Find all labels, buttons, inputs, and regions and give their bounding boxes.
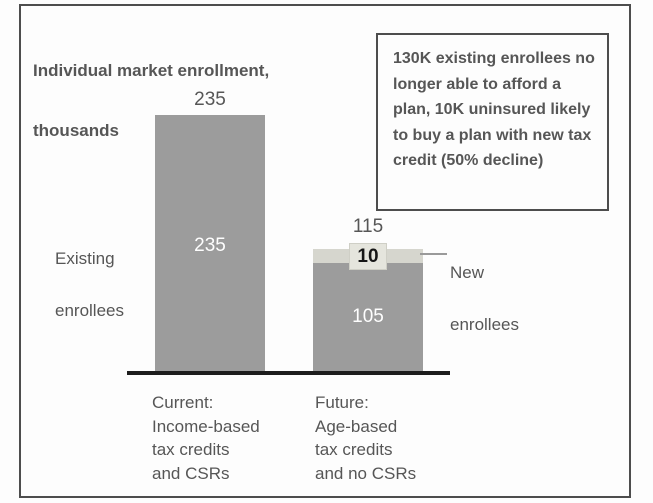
category-current-line1: Current: xyxy=(152,393,214,412)
existing-enrollees-label-line1: Existing xyxy=(55,249,115,268)
bar-future-existing-label: 105 xyxy=(352,306,384,327)
category-current-line4: and CSRs xyxy=(152,463,230,483)
chart-title: Individual market enrollment, thousands xyxy=(33,26,269,146)
x-axis-line xyxy=(127,371,450,375)
category-future-line1: Future: xyxy=(315,393,369,412)
category-current-line2: Income-based xyxy=(152,416,260,436)
bar-current-existing-label: 235 xyxy=(194,235,226,256)
bar-future-existing xyxy=(313,263,423,373)
bar-future-total-label: 115 xyxy=(352,216,384,237)
existing-enrollees-label: Existing enrollees xyxy=(55,220,124,324)
new-enrollees-connector-line xyxy=(420,253,447,255)
bar-current-existing xyxy=(155,115,265,373)
chart-title-line2: thousands xyxy=(33,121,119,140)
category-label-current: Current: Income-based tax credits and CS… xyxy=(152,391,260,485)
new-enrollees-label-line2: enrollees xyxy=(450,315,519,334)
bar-future-new-label-wrap: 10 xyxy=(313,243,423,270)
category-future-line2: Age-based xyxy=(315,416,398,436)
new-enrollees-label-line1: New xyxy=(450,263,485,282)
category-future-line3: tax credits xyxy=(315,440,393,459)
chart-title-line1: Individual market enrollment, xyxy=(33,61,270,80)
existing-enrollees-label-line2: enrollees xyxy=(55,301,124,320)
annotation-box: 130K existing enrollees no longer able t… xyxy=(376,33,609,211)
category-future-line4: and no CSRs xyxy=(315,463,417,483)
category-current-line3: tax credits xyxy=(152,440,230,459)
new-enrollees-label: New enrollees xyxy=(450,234,519,338)
category-label-future: Future: Age-based tax credits and no CSR… xyxy=(315,391,416,485)
bar-current-total-label: 235 xyxy=(194,89,226,110)
bar-future-new-label: 10 xyxy=(349,243,387,270)
annotation-text: 130K existing enrollees no longer able t… xyxy=(393,50,595,169)
